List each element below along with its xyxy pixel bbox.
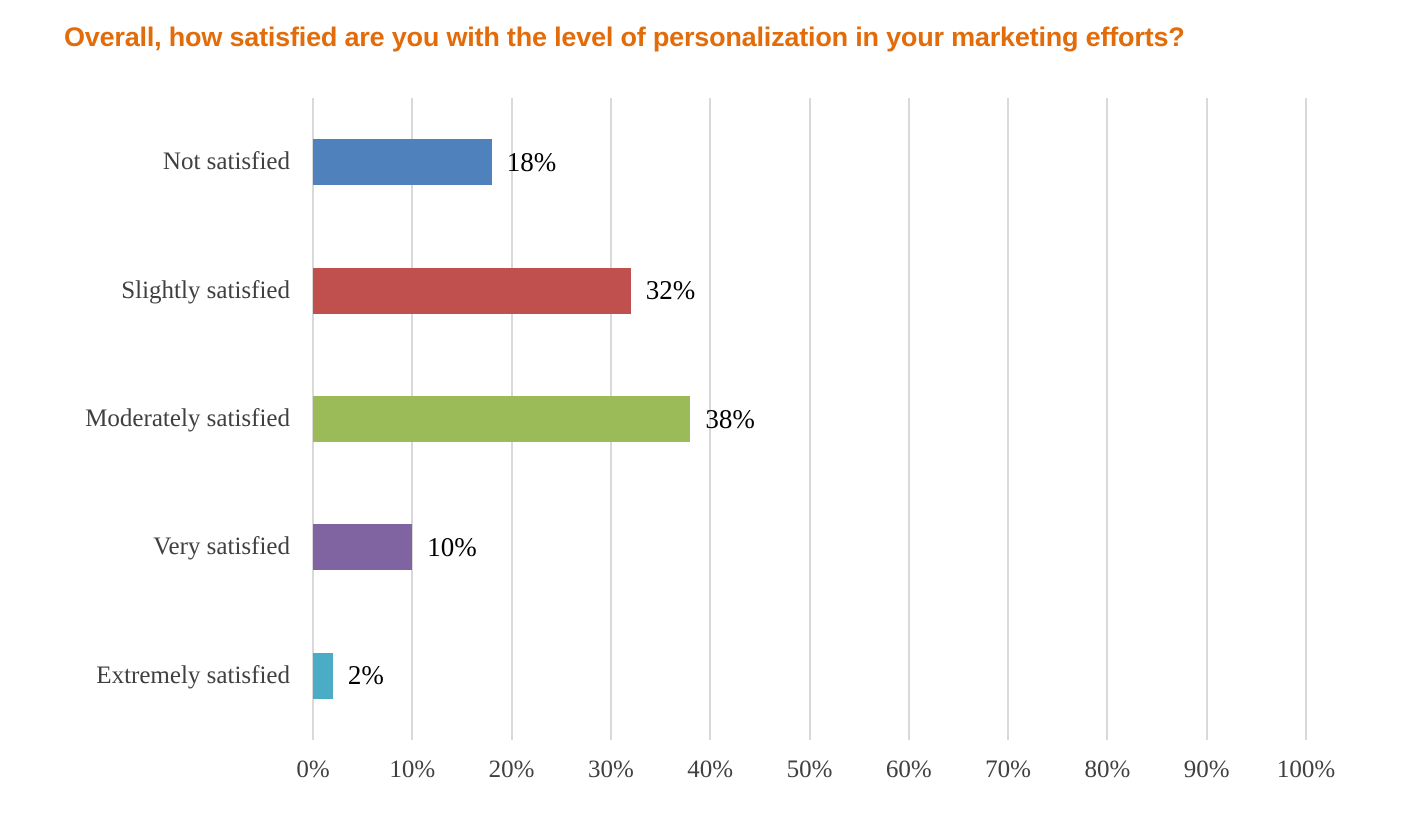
bar-segment [313, 267, 631, 314]
x-axis-tick-label: 20% [488, 756, 535, 783]
gridline [709, 98, 712, 740]
x-axis-tick-label: 80% [1084, 756, 1131, 783]
x-axis-tick-label: 60% [885, 756, 932, 783]
bar-segment [313, 524, 413, 571]
x-axis-tick-label: 10% [389, 756, 436, 783]
chart-title: Overall, how satisfied are you with the … [64, 22, 1185, 52]
value-label: 38% [705, 403, 755, 434]
x-axis-tick-label: 100% [1276, 756, 1336, 783]
x-axis-tick-label: 30% [587, 756, 634, 783]
gridline [907, 98, 910, 740]
x-axis-tick-label: 50% [786, 756, 833, 783]
bar-segment [313, 652, 333, 699]
category-label: Very satisfied [153, 533, 290, 561]
value-label: 18% [506, 146, 557, 177]
value-label: 32% [645, 275, 696, 306]
value-label: 2% [347, 660, 384, 691]
gridline [808, 98, 811, 740]
gridline [1106, 98, 1109, 740]
gridline [1007, 98, 1010, 740]
category-label: Not satisfied [162, 148, 290, 176]
value-label: 10% [427, 531, 477, 562]
bar-segment [313, 396, 691, 442]
x-axis-tick-label: 0% [296, 756, 330, 783]
bar-segment [313, 139, 492, 186]
gridline [1205, 98, 1208, 740]
x-axis-tick-label: 90% [1183, 756, 1230, 783]
x-axis-tick-label: 40% [687, 756, 734, 783]
category-label: Extremely satisfied [96, 661, 290, 689]
category-label: Slightly satisfied [121, 276, 290, 304]
x-axis-tick-label: 70% [985, 756, 1032, 783]
gridline [1305, 98, 1307, 740]
category-label: Moderately satisfied [85, 405, 290, 432]
